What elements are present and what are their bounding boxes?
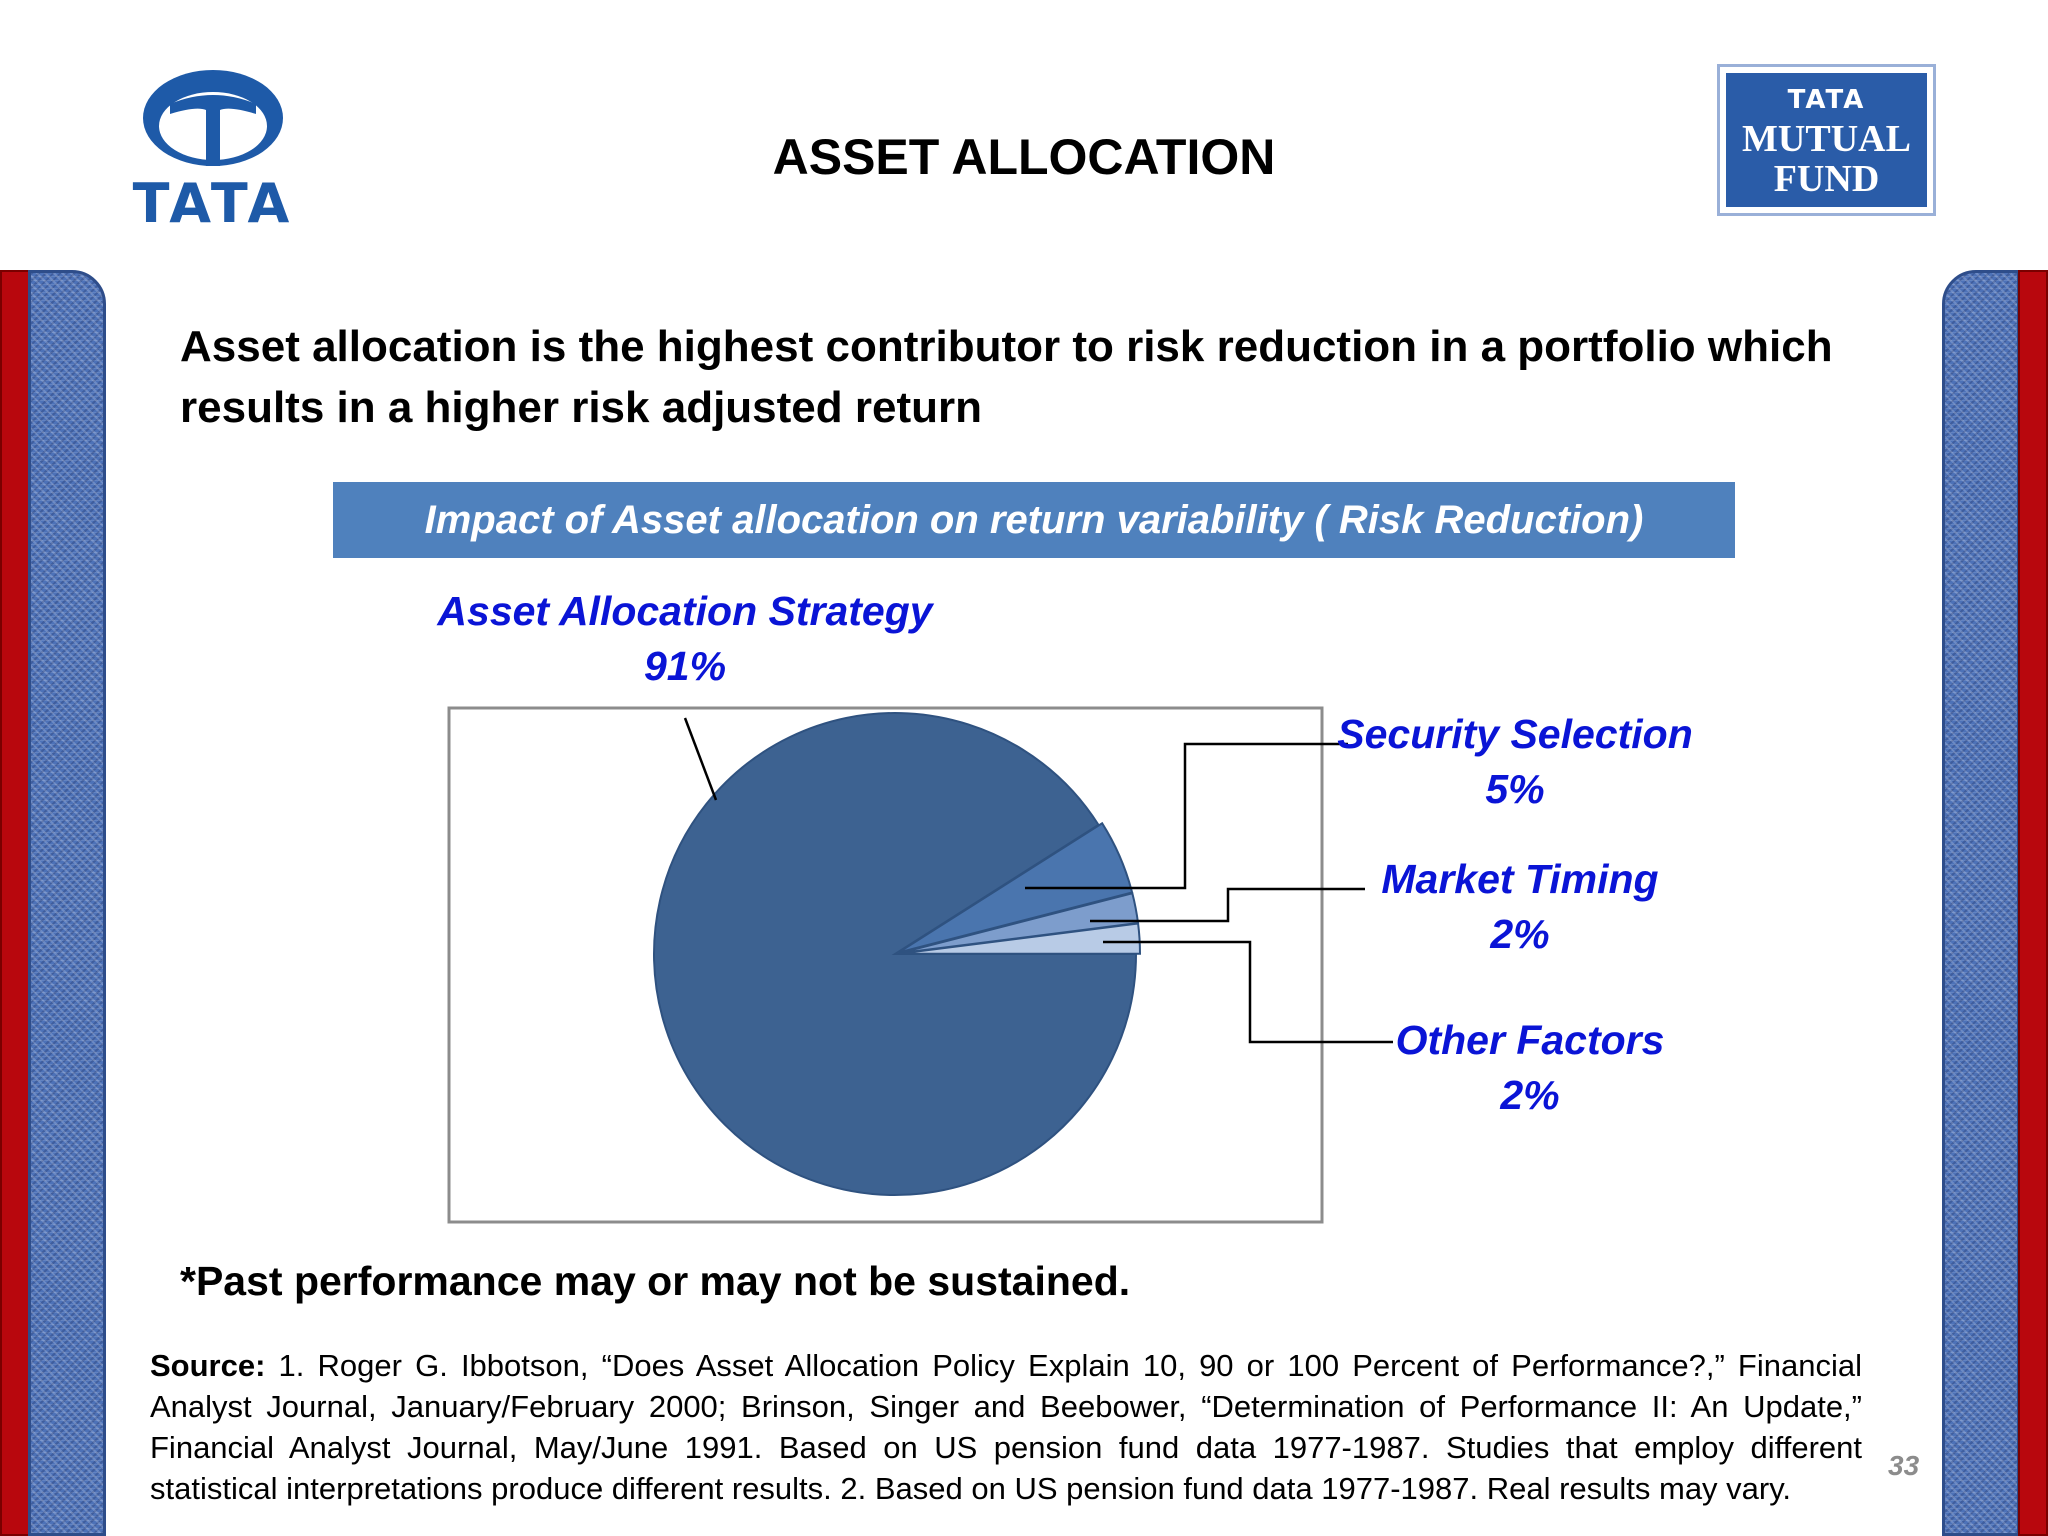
tata-mutual-fund-logo: TATA MUTUAL FUND bbox=[1717, 64, 1936, 216]
source-footnote: Source: 1. Roger G. Ibbotson, “Does Asse… bbox=[150, 1345, 1862, 1509]
leader-line-market-timing bbox=[1090, 887, 1365, 923]
pie-label-value: 2% bbox=[1500, 1072, 1560, 1118]
pie-label-market-timing: Market Timing 2% bbox=[1345, 852, 1695, 962]
pie-label-name: Other Factors bbox=[1395, 1017, 1665, 1063]
page-number: 33 bbox=[1888, 1450, 1920, 1481]
slide-title: ASSET ALLOCATION bbox=[772, 129, 1276, 185]
pie-slices bbox=[653, 712, 1141, 1196]
pie-label-asset-allocation: Asset Allocation Strategy 91% bbox=[420, 584, 950, 694]
tata-logo: TATA bbox=[118, 66, 308, 235]
tata-emblem-icon bbox=[143, 70, 283, 166]
mf-logo-line1: TATA bbox=[1787, 85, 1866, 115]
past-performance-disclaimer: *Past performance may or may not be sust… bbox=[180, 1258, 1131, 1304]
pie-slice-other-factors bbox=[898, 922, 1141, 955]
left-decorative-band bbox=[0, 270, 106, 1536]
pie-label-value: 2% bbox=[1490, 911, 1550, 957]
left-denim-panel bbox=[28, 270, 106, 1536]
source-text: 1. Roger G. Ibbotson, “Does Asset Alloca… bbox=[150, 1348, 1862, 1506]
right-decorative-band bbox=[1942, 270, 2048, 1536]
pie-label-name: Market Timing bbox=[1381, 856, 1659, 902]
leader-line-security-selection bbox=[1025, 742, 1348, 890]
leader-line-asset-allocation bbox=[683, 717, 718, 801]
leader-line-other-factors bbox=[1103, 940, 1393, 1044]
pie-label-other-factors: Other Factors 2% bbox=[1370, 1013, 1690, 1123]
pie-label-security-selection: Security Selection 5% bbox=[1330, 707, 1700, 817]
pie-label-value: 91% bbox=[643, 643, 727, 689]
pie-label-value: 5% bbox=[1485, 766, 1545, 812]
pie-label-name: Security Selection bbox=[1337, 711, 1693, 757]
mf-logo-line2: MUTUAL bbox=[1742, 118, 1911, 160]
headline-text: Asset allocation is the highest contribu… bbox=[180, 322, 1833, 432]
leader-lines bbox=[683, 717, 1393, 1044]
source-label: Source: bbox=[150, 1348, 266, 1383]
pie-slice-asset-allocation bbox=[653, 712, 1138, 1196]
tata-logo-wordmark: TATA bbox=[132, 172, 294, 235]
mf-logo-line3: FUND bbox=[1773, 158, 1880, 200]
chart-title-banner: Impact of Asset allocation on return var… bbox=[333, 482, 1735, 558]
pie-label-name: Asset Allocation Strategy bbox=[437, 588, 933, 634]
right-red-stripe bbox=[2018, 270, 2048, 1536]
